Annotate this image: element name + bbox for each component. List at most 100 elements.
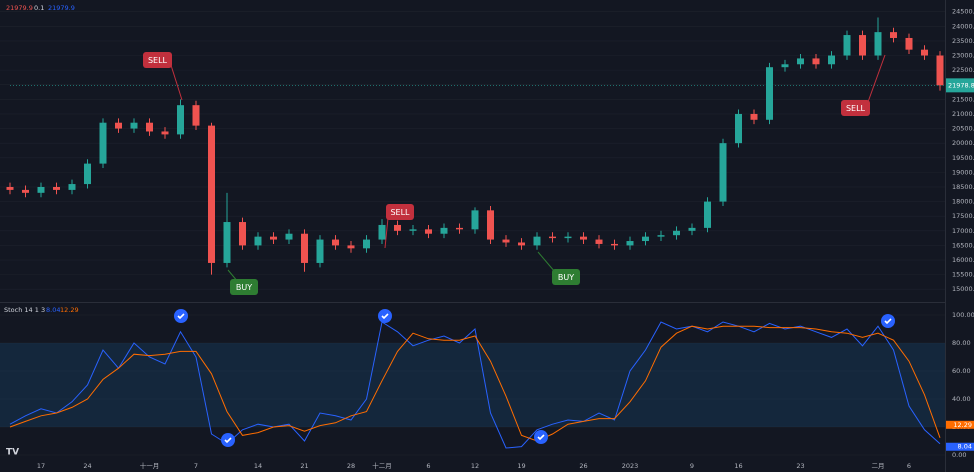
candle-body [890, 32, 897, 38]
candle-body [781, 64, 789, 68]
candle-body [502, 239, 510, 243]
candle-body [611, 243, 618, 246]
candle-body [130, 122, 138, 129]
stoch-value-box [946, 420, 974, 429]
candle-body [704, 201, 711, 228]
candle-body [533, 236, 541, 246]
y-tick-label: 40.00 [952, 395, 971, 403]
candle-body [936, 55, 944, 86]
y-tick-label: 23500.0 [952, 37, 974, 45]
x-tick-label: 6 [907, 462, 911, 470]
indicator-name: Stoch 14 1 3 [4, 306, 45, 314]
x-tick-label: 24 [83, 462, 91, 470]
candle-body [874, 32, 882, 56]
candle-body [316, 239, 324, 263]
candle-body [146, 122, 153, 132]
pane-separator [0, 302, 945, 303]
candle-body [192, 105, 200, 126]
candle-body [363, 239, 370, 249]
candle-body [425, 229, 432, 234]
candle-body [37, 186, 45, 193]
candle-body [84, 163, 91, 185]
x-tick-label: 16 [734, 462, 742, 470]
signal-label: SELL [846, 104, 866, 113]
candle-body [223, 222, 231, 263]
y-tick-label: 80.00 [952, 339, 971, 347]
y-tick-label: 24500.0 [952, 8, 974, 16]
y-tick-label: 21500.0 [952, 95, 974, 103]
candle-body [254, 236, 262, 246]
candle-body [688, 227, 696, 231]
y-tick-label: 16000.0 [952, 256, 974, 264]
y-tick-label: 19500.0 [952, 154, 974, 162]
y-tick-label: 0.00 [952, 451, 966, 459]
candle-body [642, 236, 649, 242]
x-tick-label: 7 [194, 462, 198, 470]
candle-body [750, 113, 758, 120]
candle-body [580, 236, 587, 240]
x-tick-label: 23 [796, 462, 804, 470]
x-tick-label: 26 [579, 462, 587, 470]
stoch-value-label: 8.04 [958, 443, 972, 451]
candle-body [270, 236, 277, 240]
candle-body [301, 233, 308, 263]
y-tick-label: 16500.0 [952, 241, 974, 249]
y-tick-label: 22500.0 [952, 66, 974, 74]
x-tick-label: 12 [471, 462, 479, 470]
candle-body [905, 37, 913, 50]
header-value: 21979.9 [48, 4, 75, 12]
candle-body [518, 242, 525, 246]
candle-body [673, 230, 680, 236]
candle-body [549, 236, 556, 239]
y-tick-label: 15500.0 [952, 271, 974, 279]
y-tick-label: 17000.0 [952, 227, 974, 235]
y-tick-label: 20500.0 [952, 125, 974, 133]
indicator-k: 8.04 [46, 306, 60, 314]
x-tick-label: 19 [517, 462, 525, 470]
candle-body [719, 143, 727, 202]
candle-body [921, 49, 928, 56]
candle-body [68, 184, 76, 190]
y-tick-label: 20000.0 [952, 139, 974, 147]
candle-body [161, 131, 169, 135]
candle-body [332, 239, 339, 246]
x-tick-label: 9 [690, 462, 694, 470]
candle-body [99, 122, 107, 164]
x-tick-label: 十一月 [140, 461, 160, 470]
stoch-value-label: 12.29 [953, 421, 972, 429]
y-tick-label: 21000.0 [952, 110, 974, 118]
signal: SELL [143, 52, 183, 101]
y-tick-label: 17500.0 [952, 212, 974, 220]
candle-body [440, 227, 448, 234]
y-tick-label: 60.00 [952, 367, 971, 375]
last-price-label: 21978.8 [948, 81, 974, 89]
axis-separator [945, 0, 946, 472]
candle-body [208, 125, 215, 263]
header-value: 0.1 [34, 4, 44, 12]
stoch-line [9, 321, 941, 449]
signal-label: SELL [148, 56, 168, 65]
candle-body [797, 58, 804, 65]
candle-body [456, 227, 463, 230]
header-value: 21979.9 [6, 4, 33, 12]
candle-body [409, 229, 417, 231]
signal: BUY [537, 251, 580, 285]
logo: TV [6, 448, 19, 458]
x-tick-label: 21 [300, 462, 308, 470]
candle-body [735, 113, 742, 144]
candle-body [394, 224, 401, 231]
candle-body [657, 235, 665, 237]
y-tick-label: 15000.0 [952, 285, 974, 293]
y-tick-label: 18500.0 [952, 183, 974, 191]
y-tick-label: 18000.0 [952, 198, 974, 206]
x-tick-label: 2023 [622, 462, 639, 470]
y-tick-label: 23000.0 [952, 52, 974, 60]
candle-body [177, 105, 184, 135]
last-price-box [946, 78, 974, 93]
signal: SELL [841, 54, 886, 116]
candle-body [859, 35, 866, 56]
candle-body [378, 224, 386, 240]
candle-body [239, 222, 246, 246]
x-tick-label: 28 [347, 462, 355, 470]
